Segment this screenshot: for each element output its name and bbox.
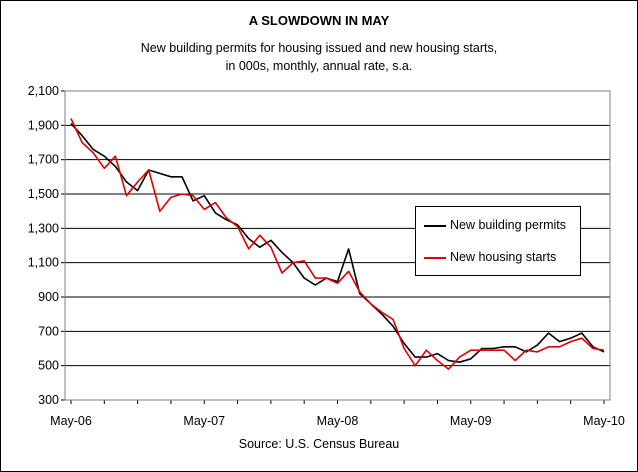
- series-lines: [70, 118, 605, 370]
- y-tick-label: 1,300: [28, 221, 59, 235]
- chart-subtitle-line-2: in 000s, monthly, annual rate, s.a.: [225, 59, 413, 73]
- y-axis-ticks: 300 500 700 900 1,100 1,300 1,500 1,700 1,900 2,1…: [28, 84, 65, 407]
- y-tick-label: 900: [38, 290, 59, 304]
- x-tick-label: May-08: [317, 414, 359, 428]
- y-tick-label: 500: [38, 359, 59, 373]
- series-line-permits: [70, 123, 605, 364]
- y-tick-label: 1,900: [28, 118, 59, 132]
- x-tick-label: May-06: [50, 414, 92, 428]
- chart-subtitle-line-1: New building permits for housing issued …: [140, 41, 498, 55]
- series-line-starts: [70, 118, 605, 370]
- y-tick-label: 1,100: [28, 256, 59, 270]
- y-tick-label: 2,100: [28, 84, 59, 98]
- legend-label-starts: New housing starts: [450, 250, 557, 264]
- x-axis-ticks: May-06 May-07 May-08 May-09 May-10: [50, 400, 625, 428]
- legend-label-permits: New building permits: [450, 218, 567, 232]
- chart-source: Source: U.S. Census Bureau: [238, 437, 400, 451]
- legend-item-starts: New housing starts: [416, 248, 580, 268]
- legend-swatch-starts: [424, 257, 446, 259]
- legend-swatch-permits: [424, 225, 446, 227]
- legend-item-permits: New building permits: [416, 216, 580, 236]
- y-tick-label: 700: [38, 324, 59, 338]
- x-tick-label: May-09: [450, 414, 492, 428]
- y-tick-label: 1,500: [28, 187, 59, 201]
- y-tick-label: 1,700: [28, 153, 59, 167]
- plot-area-border: [64, 90, 611, 401]
- x-tick-label: May-07: [183, 414, 225, 428]
- legend: New building permits New housing starts: [415, 206, 581, 276]
- y-tick-label: 300: [38, 393, 59, 407]
- x-tick-label: May-10: [583, 414, 625, 428]
- chart-title: A SLOWDOWN IN MAY: [248, 13, 390, 28]
